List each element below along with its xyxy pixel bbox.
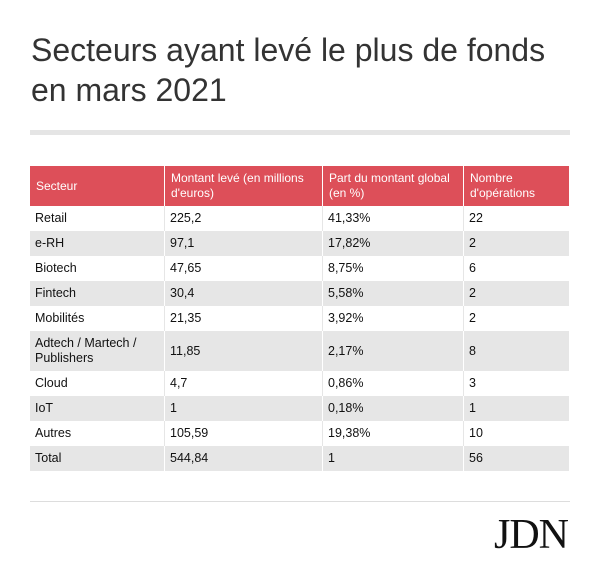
- cell-secteur: Retail: [30, 206, 165, 231]
- cell-montant: 47,65: [165, 256, 323, 281]
- cell-secteur: Mobilités: [30, 306, 165, 331]
- cell-nombre: 2: [464, 306, 569, 331]
- column-header-nombre: Nombre d'opérations: [464, 166, 569, 206]
- table-row: Fintech 30,4 5,58% 2: [30, 281, 569, 306]
- table-header-row: Secteur Montant levé (en millions d'euro…: [30, 166, 569, 206]
- table-row-total: Total 544,84 1 56: [30, 446, 569, 471]
- cell-part: 2,17%: [323, 331, 464, 371]
- table-row: Retail 225,2 41,33% 22: [30, 206, 569, 231]
- table-row: IoT 1 0,18% 1: [30, 396, 569, 421]
- cell-secteur: Fintech: [30, 281, 165, 306]
- cell-nombre: 2: [464, 281, 569, 306]
- cell-montant: 4,7: [165, 371, 323, 396]
- cell-nombre: 8: [464, 331, 569, 371]
- cell-secteur: Cloud: [30, 371, 165, 396]
- cell-secteur: Adtech / Martech / Publishers: [30, 331, 165, 371]
- table-row: Adtech / Martech / Publishers 11,85 2,17…: [30, 331, 569, 371]
- cell-nombre: 6: [464, 256, 569, 281]
- jdn-logo: JDN: [493, 512, 569, 558]
- cell-part: 8,75%: [323, 256, 464, 281]
- cell-secteur: IoT: [30, 396, 165, 421]
- cell-part: 41,33%: [323, 206, 464, 231]
- cell-nombre: 1: [464, 396, 569, 421]
- data-table: Secteur Montant levé (en millions d'euro…: [30, 166, 569, 471]
- cell-montant: 30,4: [165, 281, 323, 306]
- footer-divider: [30, 501, 570, 502]
- table-row: e-RH 97,1 17,82% 2: [30, 231, 569, 256]
- cell-montant: 97,1: [165, 231, 323, 256]
- table-row: Mobilités 21,35 3,92% 2: [30, 306, 569, 331]
- cell-part: 0,18%: [323, 396, 464, 421]
- cell-secteur: Total: [30, 446, 165, 471]
- cell-nombre: 56: [464, 446, 569, 471]
- cell-montant: 225,2: [165, 206, 323, 231]
- column-header-part: Part du montant global (en %): [323, 166, 464, 206]
- cell-part: 3,92%: [323, 306, 464, 331]
- cell-part: 19,38%: [323, 421, 464, 446]
- cell-montant: 11,85: [165, 331, 323, 371]
- cell-montant: 105,59: [165, 421, 323, 446]
- cell-part: 0,86%: [323, 371, 464, 396]
- table-row: Biotech 47,65 8,75% 6: [30, 256, 569, 281]
- page-title: Secteurs ayant levé le plus de fonds en …: [31, 32, 546, 108]
- cell-part: 5,58%: [323, 281, 464, 306]
- cell-secteur: e-RH: [30, 231, 165, 256]
- cell-part: 17,82%: [323, 231, 464, 256]
- column-header-secteur: Secteur: [30, 166, 165, 206]
- column-header-montant: Montant levé (en millions d'euros): [165, 166, 323, 206]
- cell-nombre: 2: [464, 231, 569, 256]
- cell-montant: 544,84: [165, 446, 323, 471]
- table-row: Autres 105,59 19,38% 10: [30, 421, 569, 446]
- cell-part: 1: [323, 446, 464, 471]
- cell-montant: 21,35: [165, 306, 323, 331]
- title-divider: [30, 130, 570, 135]
- cell-montant: 1: [165, 396, 323, 421]
- cell-nombre: 3: [464, 371, 569, 396]
- cell-nombre: 22: [464, 206, 569, 231]
- table-row: Cloud 4,7 0,86% 3: [30, 371, 569, 396]
- cell-secteur: Biotech: [30, 256, 165, 281]
- cell-secteur: Autres: [30, 421, 165, 446]
- cell-nombre: 10: [464, 421, 569, 446]
